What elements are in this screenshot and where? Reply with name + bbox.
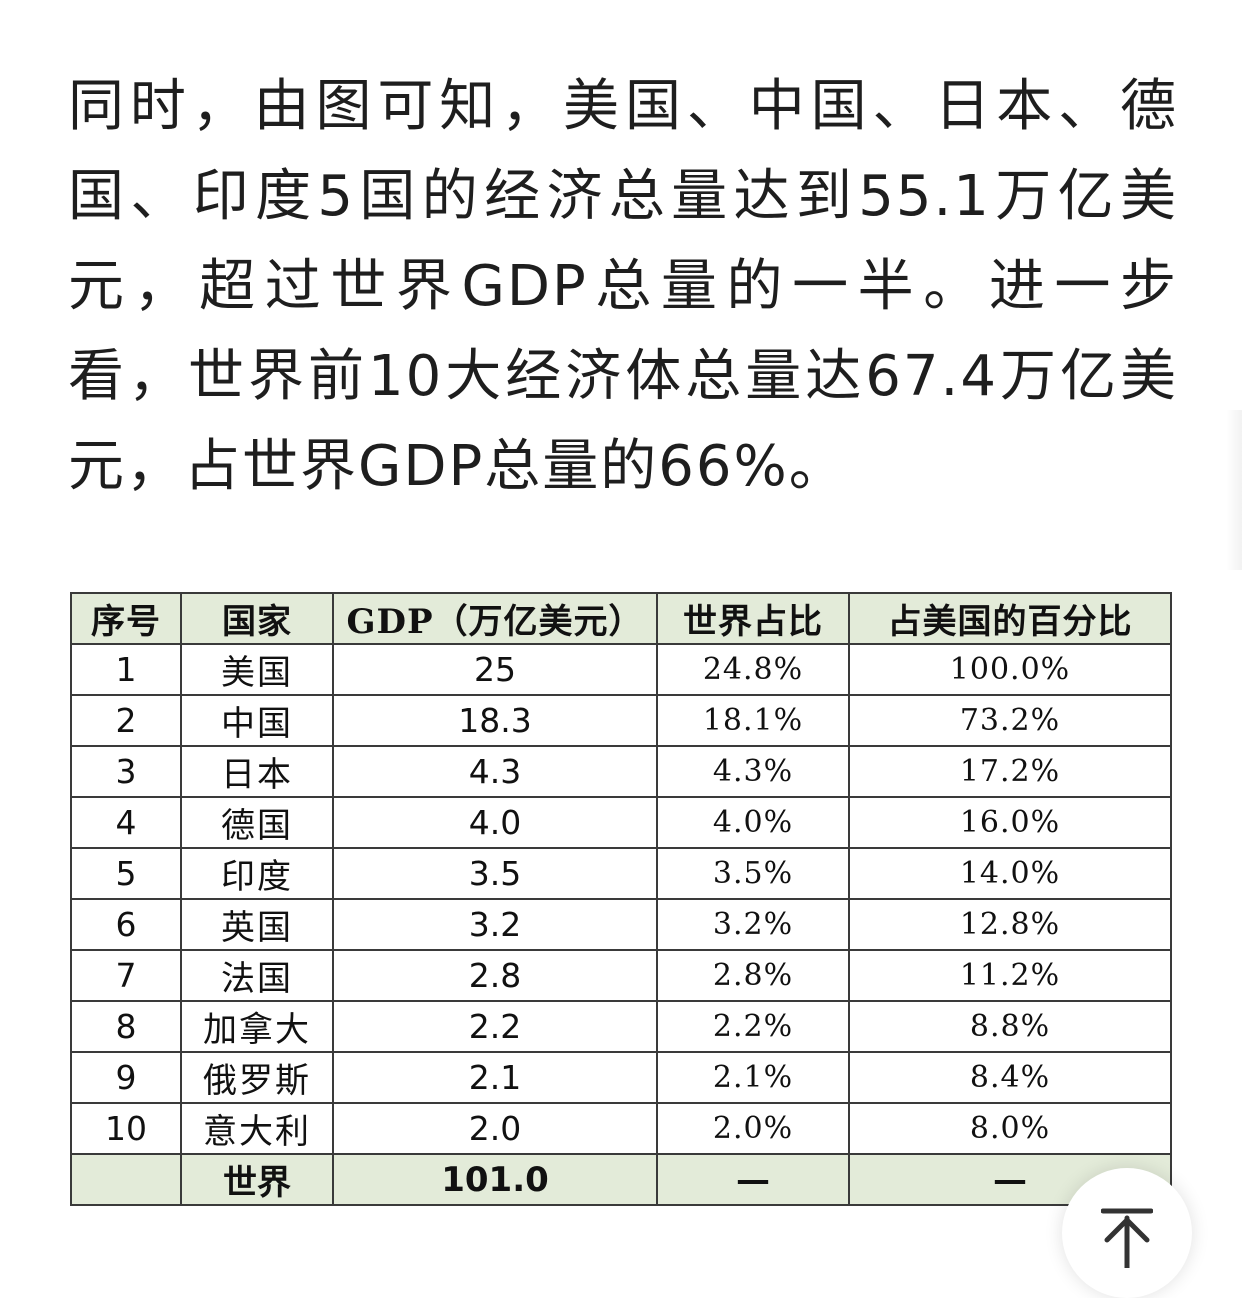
cell-country: 德国	[180, 796, 334, 849]
cell-world-share: 4.3%	[656, 745, 850, 798]
cell-rank: 10	[70, 1102, 182, 1155]
cell-gdp: 2.2	[332, 1000, 658, 1053]
header-country: 国家	[180, 592, 334, 645]
table-header-row: 序号 国家 GDP（万亿美元） 世界占比 占美国的百分比	[70, 592, 1172, 645]
cell-country: 意大利	[180, 1102, 334, 1155]
cell-us-share: 12.8%	[848, 898, 1172, 951]
header-rank: 序号	[70, 592, 182, 645]
total-rank	[70, 1153, 182, 1206]
total-label: 世界	[180, 1153, 334, 1206]
cell-us-share: 14.0%	[848, 847, 1172, 900]
cell-gdp: 18.3	[332, 694, 658, 747]
cell-us-share: 16.0%	[848, 796, 1172, 849]
cell-world-share: 18.1%	[656, 694, 850, 747]
cell-us-share: 17.2%	[848, 745, 1172, 798]
article-paragraph: 同时，由图可知，美国、中国、日本、德国、印度5国的经济总量达到55.1万亿美元，…	[68, 74, 1178, 499]
cell-country: 法国	[180, 949, 334, 1002]
header-us-share: 占美国的百分比	[848, 592, 1172, 645]
cell-us-share: 100.0%	[848, 643, 1172, 696]
gdp-table-image: 序号 国家 GDP（万亿美元） 世界占比 占美国的百分比 1 美国 25 24.…	[70, 592, 1172, 1206]
cell-us-share: 8.0%	[848, 1102, 1172, 1155]
scroll-indicator	[1226, 410, 1242, 570]
table-row: 9 俄罗斯 2.1 2.1% 8.4%	[70, 1051, 1172, 1104]
cell-gdp: 2.0	[332, 1102, 658, 1155]
header-world-share: 世界占比	[656, 592, 850, 645]
total-gdp: 101.0	[332, 1153, 658, 1206]
cell-rank: 1	[70, 643, 182, 696]
total-world-share: —	[656, 1153, 850, 1206]
header-gdp: GDP（万亿美元）	[332, 592, 658, 645]
cell-gdp: 3.2	[332, 898, 658, 951]
cell-rank: 6	[70, 898, 182, 951]
cell-country: 俄罗斯	[180, 1051, 334, 1104]
cell-rank: 5	[70, 847, 182, 900]
cell-us-share: 73.2%	[848, 694, 1172, 747]
cell-country: 英国	[180, 898, 334, 951]
cell-rank: 7	[70, 949, 182, 1002]
cell-gdp: 4.0	[332, 796, 658, 849]
cell-rank: 4	[70, 796, 182, 849]
gdp-table: 序号 国家 GDP（万亿美元） 世界占比 占美国的百分比 1 美国 25 24.…	[70, 592, 1172, 1206]
table-row: 5 印度 3.5 3.5% 14.0%	[70, 847, 1172, 900]
cell-gdp: 25	[332, 643, 658, 696]
cell-rank: 9	[70, 1051, 182, 1104]
table-total-row: 世界 101.0 — —	[70, 1153, 1172, 1206]
cell-world-share: 3.2%	[656, 898, 850, 951]
cell-world-share: 2.2%	[656, 1000, 850, 1053]
cell-gdp: 3.5	[332, 847, 658, 900]
table-row: 2 中国 18.3 18.1% 73.2%	[70, 694, 1172, 747]
cell-world-share: 2.0%	[656, 1102, 850, 1155]
cell-gdp: 2.1	[332, 1051, 658, 1104]
cell-world-share: 4.0%	[656, 796, 850, 849]
table-row: 3 日本 4.3 4.3% 17.2%	[70, 745, 1172, 798]
cell-gdp: 2.8	[332, 949, 658, 1002]
table-row: 7 法国 2.8 2.8% 11.2%	[70, 949, 1172, 1002]
cell-gdp: 4.3	[332, 745, 658, 798]
cell-country: 日本	[180, 745, 334, 798]
table-row: 10 意大利 2.0 2.0% 8.0%	[70, 1102, 1172, 1155]
cell-us-share: 11.2%	[848, 949, 1172, 1002]
cell-rank: 3	[70, 745, 182, 798]
cell-world-share: 3.5%	[656, 847, 850, 900]
cell-world-share: 2.8%	[656, 949, 850, 1002]
cell-country: 中国	[180, 694, 334, 747]
cell-rank: 2	[70, 694, 182, 747]
cell-world-share: 2.1%	[656, 1051, 850, 1104]
cell-rank: 8	[70, 1000, 182, 1053]
table-row: 8 加拿大 2.2 2.2% 8.8%	[70, 1000, 1172, 1053]
back-to-top-button[interactable]	[1062, 1168, 1192, 1298]
cell-us-share: 8.8%	[848, 1000, 1172, 1053]
cell-country: 印度	[180, 847, 334, 900]
cell-world-share: 24.8%	[656, 643, 850, 696]
cell-us-share: 8.4%	[848, 1051, 1172, 1104]
table-row: 1 美国 25 24.8% 100.0%	[70, 643, 1172, 696]
table-row: 6 英国 3.2 3.2% 12.8%	[70, 898, 1172, 951]
cell-country: 美国	[180, 643, 334, 696]
table-row: 4 德国 4.0 4.0% 16.0%	[70, 796, 1172, 849]
cell-country: 加拿大	[180, 1000, 334, 1053]
arrow-up-icon	[1101, 1208, 1153, 1268]
